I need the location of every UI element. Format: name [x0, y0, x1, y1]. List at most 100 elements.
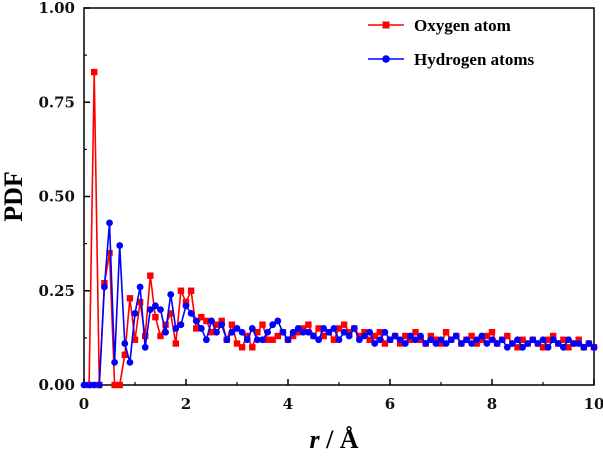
data-point-oxygen [121, 351, 128, 359]
y-tick-label: 0.75 [38, 93, 75, 111]
data-point-hydrogen [391, 332, 399, 340]
data-point-hydrogen [432, 340, 440, 347]
data-point-hydrogen [90, 381, 98, 389]
data-point-oxygen [330, 336, 338, 343]
data-point-hydrogen [560, 343, 567, 351]
data-point-hydrogen [407, 332, 414, 340]
legend-item-hydrogen: Hydrogen atoms [368, 50, 534, 69]
series-group [80, 68, 598, 389]
legend-marker-oxygen [382, 21, 390, 29]
data-point-oxygen [320, 332, 327, 340]
data-point-oxygen [228, 321, 236, 328]
data-point-hydrogen [126, 358, 134, 366]
data-point-oxygen [238, 344, 246, 351]
data-point-oxygen [198, 313, 205, 321]
data-point-hydrogen [463, 336, 470, 344]
data-point-hydrogen [468, 340, 475, 347]
data-point-hydrogen [116, 242, 124, 249]
data-point-oxygen [91, 68, 98, 76]
data-point-oxygen [157, 332, 164, 340]
data-point-oxygen [361, 329, 368, 336]
data-point-hydrogen [315, 336, 322, 344]
data-point-oxygen [116, 381, 123, 389]
x-tick-label: 6 [385, 395, 395, 413]
data-point-hydrogen [85, 381, 93, 389]
data-point-oxygen [162, 321, 169, 328]
data-point-oxygen [468, 332, 475, 340]
data-point-hydrogen [549, 336, 557, 344]
data-point-oxygen [142, 332, 149, 340]
data-point-hydrogen [131, 309, 139, 317]
data-point-oxygen [233, 340, 241, 347]
legend-label-oxygen: Oxygen atom [414, 16, 511, 35]
data-point-hydrogen [218, 321, 226, 329]
data-point-hydrogen [417, 332, 424, 340]
data-point-hydrogen [488, 336, 496, 344]
data-point-oxygen [295, 329, 302, 336]
data-point-hydrogen [386, 336, 394, 344]
data-point-hydrogen [192, 317, 200, 325]
y-axis-title: PDF [0, 171, 28, 222]
data-point-oxygen [366, 336, 373, 343]
data-point-oxygen [244, 332, 251, 340]
x-axis-variable: r [309, 425, 320, 454]
data-point-oxygen [305, 321, 312, 328]
series-hydrogen [80, 219, 598, 389]
data-point-oxygen [427, 332, 434, 340]
data-point-hydrogen [310, 332, 317, 340]
data-point-hydrogen [213, 328, 221, 336]
data-point-hydrogen [473, 336, 481, 344]
x-axis-unit: / Å [320, 425, 359, 454]
data-point-hydrogen [325, 328, 333, 336]
data-point-hydrogen [284, 336, 292, 344]
data-point-hydrogen [146, 306, 154, 313]
data-point-oxygen [182, 298, 190, 306]
data-point-oxygen [213, 321, 220, 328]
data-point-oxygen [254, 329, 261, 336]
data-point-hydrogen [289, 328, 297, 336]
x-tick-label: 10 [584, 395, 603, 413]
data-point-oxygen [473, 340, 480, 347]
data-point-oxygen [356, 332, 363, 340]
data-point-hydrogen [340, 328, 348, 336]
data-point-oxygen [269, 336, 276, 343]
data-point-oxygen [488, 329, 496, 336]
data-point-oxygen [376, 329, 383, 336]
data-point-hydrogen [458, 340, 465, 347]
data-point-hydrogen [524, 340, 532, 347]
data-point-hydrogen [422, 340, 430, 347]
data-point-oxygen [315, 325, 322, 332]
y-tick-label: 0.00 [38, 376, 75, 394]
data-point-hydrogen [493, 340, 501, 347]
data-point-oxygen [550, 332, 557, 340]
legend-marker-hydrogen [382, 55, 390, 63]
data-point-hydrogen [519, 343, 526, 351]
data-point-oxygen [126, 295, 134, 302]
data-point-hydrogen [575, 340, 583, 347]
data-point-hydrogen [509, 340, 516, 347]
data-point-hydrogen [187, 309, 195, 317]
data-point-oxygen [264, 336, 271, 343]
data-point-hydrogen [401, 340, 409, 347]
data-point-oxygen [289, 332, 297, 340]
data-point-oxygen [381, 340, 389, 347]
data-point-hydrogen [590, 343, 598, 351]
data-point-hydrogen [157, 306, 164, 313]
data-point-hydrogen [335, 336, 343, 344]
data-point-oxygen [106, 249, 113, 257]
y-tick-label: 1.00 [38, 0, 75, 17]
data-point-oxygen [504, 332, 511, 340]
data-point-hydrogen [305, 328, 312, 336]
data-point-oxygen [575, 336, 582, 343]
data-point-hydrogen [208, 317, 215, 325]
data-point-oxygen [437, 340, 445, 347]
data-point-hydrogen [396, 336, 404, 344]
data-point-hydrogen [101, 283, 108, 291]
data-point-hydrogen [223, 336, 231, 344]
data-point-hydrogen [167, 291, 175, 298]
data-point-hydrogen [539, 336, 547, 344]
y-tick-label: 0.25 [38, 282, 75, 300]
data-point-hydrogen [121, 340, 129, 347]
data-point-oxygen [274, 332, 281, 340]
